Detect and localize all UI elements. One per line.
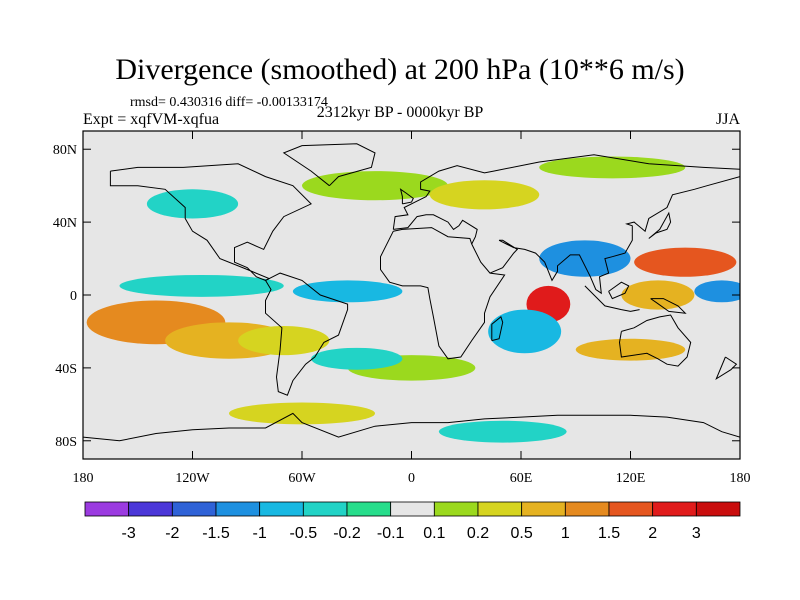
colorbar-label: -1.5: [202, 525, 230, 542]
field-blob: [694, 280, 740, 303]
colorbar-swatch: [346, 501, 392, 517]
field-blob: [146, 189, 239, 219]
field-blob: [229, 402, 375, 425]
colorbar-label: 0.1: [423, 525, 445, 542]
colorbar-swatch: [259, 501, 304, 517]
coastline: [265, 272, 349, 396]
coastline: [608, 281, 630, 300]
colorbar-label: -1: [253, 525, 267, 542]
coastline: [83, 412, 740, 442]
colorbar-label: 2: [648, 525, 657, 542]
colorbar-swatch: [128, 501, 173, 517]
coastline: [109, 163, 312, 281]
season-label: JJA: [715, 111, 740, 128]
colorbar-label: 0.2: [467, 525, 489, 542]
stats-text: rmsd= 0.430316 diff= -0.00133174: [130, 95, 328, 110]
y-tick-label: 80S: [55, 435, 77, 450]
field-blob: [429, 180, 540, 210]
colorbar-swatch: [521, 501, 566, 517]
coastline: [399, 188, 414, 205]
colorbar-label: -3: [122, 525, 136, 542]
coastline: [648, 211, 672, 239]
coastline: [715, 356, 738, 381]
colorbar: -3 -2 -1.5 -1 -0.5 -0.2 -0.1 0.1 0.2 0.5 1 1.5 2 3: [84, 501, 741, 542]
chart-title: Divergence (smoothed) at 200 hPa (10**6 …: [115, 53, 685, 86]
field-blob: [488, 309, 562, 354]
colorbar-label: 3: [692, 525, 701, 542]
experiment-label: Expt = xqfVM-xqfua: [83, 111, 220, 128]
coastline: [380, 227, 506, 360]
field-blob: [539, 156, 686, 179]
coastline: [392, 154, 740, 230]
field-blob: [438, 420, 567, 443]
coastline: [650, 298, 687, 314]
field-blob: [292, 280, 403, 303]
x-tick-label: 120W: [175, 471, 210, 486]
colorbar-swatch: [477, 501, 523, 517]
axis-ticks: 180 120W 60W 0 60E 120E 180 80N 40N 0 40S 80S: [53, 131, 751, 486]
colorbar-label: 1: [561, 525, 570, 542]
colorbar-label: -0.1: [377, 525, 405, 542]
coastline: [393, 214, 478, 245]
colorbar-swatch: [564, 501, 610, 517]
coastline: [282, 143, 376, 187]
colorbar-swatch: [652, 501, 697, 517]
field-blob: [575, 338, 686, 361]
x-tick-label: 0: [408, 471, 415, 486]
field-blob: [311, 347, 403, 370]
field-blob: [634, 247, 737, 277]
colorbar-swatch: [215, 501, 261, 517]
period-label: 2312kyr BP - 0000kyr BP: [316, 104, 484, 121]
colorbar-swatch: [695, 501, 741, 517]
colorbar-swatch: [171, 501, 217, 517]
x-tick-label: 60E: [510, 471, 533, 486]
y-tick-label: 40N: [53, 216, 77, 231]
divergence-field: [86, 156, 740, 443]
x-tick-label: 180: [730, 471, 751, 486]
field-blob: [621, 280, 695, 310]
colorbar-swatch: [433, 501, 479, 517]
y-tick-label: 40S: [55, 362, 77, 377]
field-blob: [119, 274, 284, 297]
x-tick-label: 120E: [616, 471, 646, 486]
y-tick-label: 80N: [53, 143, 77, 158]
colorbar-label: 0.5: [511, 525, 533, 542]
colorbar-label: -0.2: [333, 525, 361, 542]
x-tick-label: 60W: [288, 471, 316, 486]
y-tick-label: 0: [70, 289, 77, 304]
colorbar-label: -0.5: [290, 525, 318, 542]
field-blob: [539, 240, 631, 277]
field-blob: [302, 171, 448, 201]
coastline: [491, 316, 504, 342]
colorbar-swatch: [84, 501, 130, 517]
colorbar-swatch: [390, 501, 435, 517]
x-tick-label: 180: [73, 471, 94, 486]
coastlines: [83, 143, 740, 442]
colorbar-swatch: [608, 501, 654, 517]
coastline: [584, 285, 640, 312]
colorbar-swatch: [302, 501, 348, 517]
coastline: [489, 176, 740, 295]
coastline: [618, 314, 692, 367]
field-blob: [238, 325, 330, 356]
colorbar-label: 1.5: [598, 525, 620, 542]
colorbar-label: -2: [165, 525, 179, 542]
